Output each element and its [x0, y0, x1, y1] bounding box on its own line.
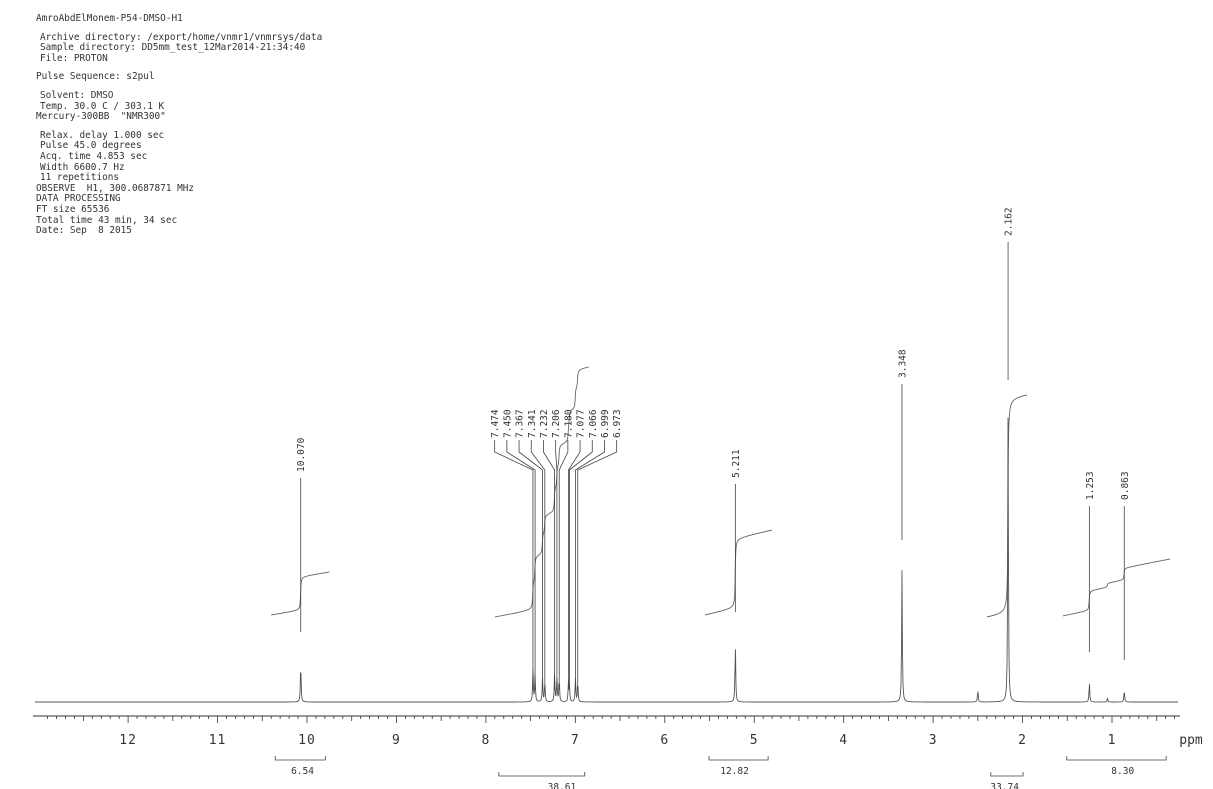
observe-frequency: OBSERVE H1, 300.0687871 MHz	[36, 182, 195, 194]
peak-label-leader	[543, 440, 555, 690]
integral-value: 38.61	[548, 782, 577, 789]
integral-value: 12.82	[720, 766, 749, 777]
tick-label: 12	[119, 733, 137, 748]
tick-label: 2	[1018, 733, 1027, 748]
integral-bracket	[990, 772, 1024, 777]
peak-label-leader	[568, 440, 581, 690]
integral-curve	[1062, 558, 1171, 617]
integral-value: 33.74	[990, 782, 1019, 789]
peak-label: 7.180	[563, 409, 574, 438]
integral-bracket	[498, 772, 586, 777]
integral-value: 6.54	[291, 766, 314, 777]
peak-label: 7.367	[515, 409, 526, 438]
peak-label-leader	[518, 440, 543, 690]
total-time: Total time 43 min, 34 sec	[36, 214, 178, 226]
tick-label: 5	[750, 733, 759, 748]
sample-directory: Sample directory: DD5mm_test_12Mar2014-2…	[40, 42, 306, 54]
peak-label: 7.232	[539, 409, 550, 438]
temperature: Temp. 30.0 C / 303.1 K	[40, 100, 165, 112]
peak-label-leader	[555, 440, 558, 690]
acquisition-parameters: AmroAbdElMonem-P54-DMSO-H1 Archive direc…	[36, 13, 323, 237]
peak-label: 6.999	[600, 409, 611, 438]
instrument: Mercury-300BB "NMR300"	[36, 111, 166, 123]
integral-curves	[271, 366, 1171, 618]
peak-label-leader	[506, 440, 536, 690]
peak-label: 3.348	[897, 349, 908, 378]
integral-curve	[271, 571, 330, 616]
tick-label: 4	[839, 733, 848, 748]
peak-label: 7.474	[490, 409, 501, 438]
tick-label: 1	[1108, 733, 1117, 748]
integral-curve	[705, 529, 773, 616]
tick-label: 6	[660, 733, 669, 748]
tick-label: 9	[392, 733, 401, 748]
peak-label: 7.450	[502, 409, 513, 438]
peak-labels: 10.070 7.474 7.450 7.367 7.341 7.232 7.206 7.18…	[296, 207, 1131, 690]
acquisition-time: Acq. time 4.853 sec	[40, 150, 148, 162]
tick-label: 10	[298, 733, 316, 748]
peak-label: 7.066	[588, 409, 599, 438]
data-processing: DATA PROCESSING	[36, 193, 121, 205]
peak-label-leader	[577, 440, 618, 690]
pulse-angle: Pulse 45.0 degrees	[40, 140, 142, 152]
peak-label: 1.253	[1085, 471, 1096, 500]
integral-curve	[494, 366, 589, 618]
experiment-title: AmroAbdElMonem-P54-DMSO-H1	[36, 13, 183, 24]
spectrum-line	[35, 417, 1178, 703]
file-name: File: PROTON	[40, 52, 108, 64]
peak-label-leader	[494, 440, 534, 690]
ppm-axis: 12 11 10 9 8 7 6 5 4 3 2 1 ppm	[33, 715, 1203, 748]
tick-label: 7	[571, 733, 580, 748]
integral-bracket	[708, 756, 769, 761]
repetitions: 11 repetitions	[40, 172, 120, 184]
relax-delay: Relax. delay 1.000 sec	[40, 129, 165, 141]
peak-label: 5.211	[731, 449, 742, 478]
peak-label: 0.863	[1120, 471, 1131, 500]
peak-label: 2.162	[1004, 207, 1015, 236]
archive-directory: Archive directory: /export/home/vnmr1/vn…	[40, 31, 323, 43]
spectral-width: Width 6600.7 Hz	[40, 161, 125, 173]
tick-label: 3	[929, 733, 938, 748]
ft-size: FT size 65536	[36, 203, 110, 215]
tick-label: 11	[209, 733, 227, 748]
peak-label-leader	[530, 440, 546, 690]
axis-label: ppm	[1179, 733, 1203, 748]
peak-label: 7.077	[576, 409, 587, 438]
integral-bracket	[274, 756, 326, 761]
integral-curve	[986, 394, 1028, 618]
integral-values: 6.54 38.61 12.82 33.74 8.30	[274, 756, 1167, 789]
peak-label-leader	[569, 440, 593, 690]
peak-label-leader	[558, 440, 569, 690]
integral-value: 8.30	[1111, 766, 1134, 777]
peak-label: 7.206	[551, 409, 562, 438]
spectrum-trace	[35, 417, 1178, 703]
date: Date: Sep 8 2015	[36, 225, 132, 237]
peak-label: 7.341	[527, 409, 538, 438]
peak-label: 6.973	[612, 409, 623, 438]
tick-label: 8	[481, 733, 490, 748]
solvent: Solvent: DMSO	[40, 89, 114, 101]
integral-bracket	[1066, 756, 1167, 761]
peak-label-leader	[575, 440, 605, 690]
pulse-sequence: Pulse Sequence: s2pul	[36, 71, 155, 83]
peak-label: 10.070	[296, 437, 307, 472]
